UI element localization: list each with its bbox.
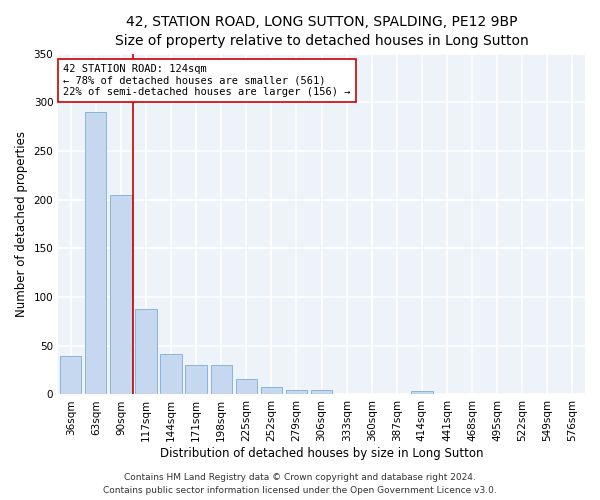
Bar (160, 354, 182, 395)
Bar (261, 386, 282, 394)
Bar (286, 390, 307, 394)
Bar (311, 390, 332, 394)
Bar (60, 356, 82, 395)
Bar (236, 379, 257, 394)
Y-axis label: Number of detached properties: Number of detached properties (15, 131, 28, 317)
Bar (211, 366, 232, 394)
X-axis label: Distribution of detached houses by size in Long Sutton: Distribution of detached houses by size … (160, 447, 484, 460)
Bar (185, 366, 207, 394)
Title: 42, STATION ROAD, LONG SUTTON, SPALDING, PE12 9BP
Size of property relative to d: 42, STATION ROAD, LONG SUTTON, SPALDING,… (115, 15, 529, 48)
Text: Contains HM Land Registry data © Crown copyright and database right 2024.
Contai: Contains HM Land Registry data © Crown c… (103, 474, 497, 495)
Bar (411, 390, 433, 394)
Bar (85, 112, 106, 395)
Bar (110, 195, 131, 394)
Text: 42 STATION ROAD: 124sqm
← 78% of detached houses are smaller (561)
22% of semi-d: 42 STATION ROAD: 124sqm ← 78% of detache… (64, 64, 351, 98)
Bar (136, 309, 157, 394)
